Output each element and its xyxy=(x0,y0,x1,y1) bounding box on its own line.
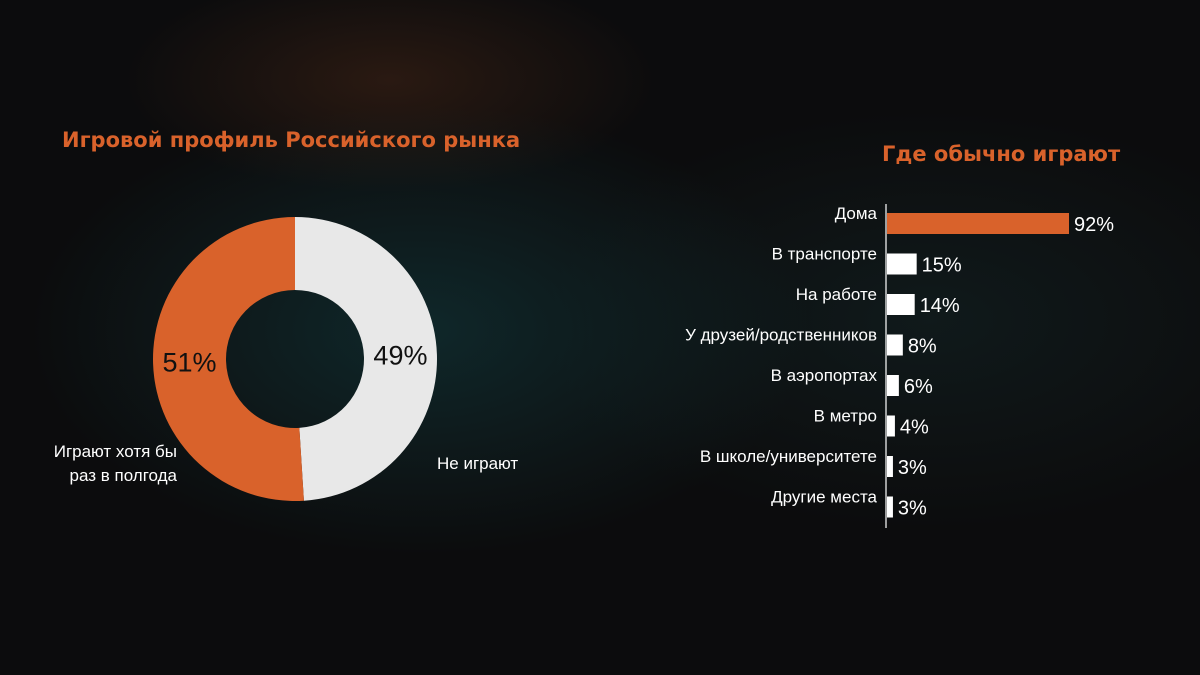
bar-chart: Дома 92% В транспорте 15% На работе 14% У друз… xyxy=(685,204,1114,528)
legend-label-played-line2: раз в полгода xyxy=(69,466,177,485)
bar-value-label-7: 3% xyxy=(898,498,927,520)
bar-category-label-5: В метро xyxy=(814,407,877,426)
bar-category-label-6: В школе/университете xyxy=(700,447,877,466)
legend-label-played: Играют хотя бы раз в полгода xyxy=(22,440,177,488)
legend-label-played-line1: Играют хотя бы xyxy=(53,442,177,461)
donut-slice-not-played-value-label: 49% xyxy=(373,341,427,371)
bar-category-label-1: В транспорте xyxy=(772,245,877,264)
bar-7 xyxy=(887,496,893,518)
bar-value-label-0: 92% xyxy=(1074,214,1114,236)
bar-value-label-4: 6% xyxy=(904,376,933,398)
legend-label-not-played: Не играют xyxy=(437,454,519,473)
donut-slice-not-played xyxy=(295,217,437,501)
bar-5 xyxy=(887,415,895,437)
bar-category-label-7: Другие места xyxy=(771,488,877,507)
bar-value-label-2: 14% xyxy=(920,295,960,317)
donut-chart-title: Игровой профиль Российского рынка xyxy=(62,128,521,152)
bar-category-label-0: Дома xyxy=(835,204,878,223)
bar-value-label-1: 15% xyxy=(922,255,962,277)
bar-category-label-3: У друзей/родственников xyxy=(685,326,877,345)
bar-chart-title: Где обычно играют xyxy=(882,142,1121,166)
bar-6 xyxy=(887,456,893,477)
bar-value-label-6: 3% xyxy=(898,457,927,479)
donut-chart: 49% 51% xyxy=(152,217,437,501)
bar-0 xyxy=(887,213,1069,234)
bar-category-label-2: На работе xyxy=(796,285,877,304)
bar-4 xyxy=(887,375,899,396)
bar-value-label-3: 8% xyxy=(908,336,937,358)
bar-2 xyxy=(887,294,915,315)
bar-category-label-4: В аэропортах xyxy=(771,366,878,385)
donut-slice-played xyxy=(152,217,304,501)
donut-slice-played-value-label: 51% xyxy=(163,347,217,377)
bar-value-label-5: 4% xyxy=(900,417,929,439)
bar-3 xyxy=(887,334,903,356)
bar-1 xyxy=(887,253,917,275)
